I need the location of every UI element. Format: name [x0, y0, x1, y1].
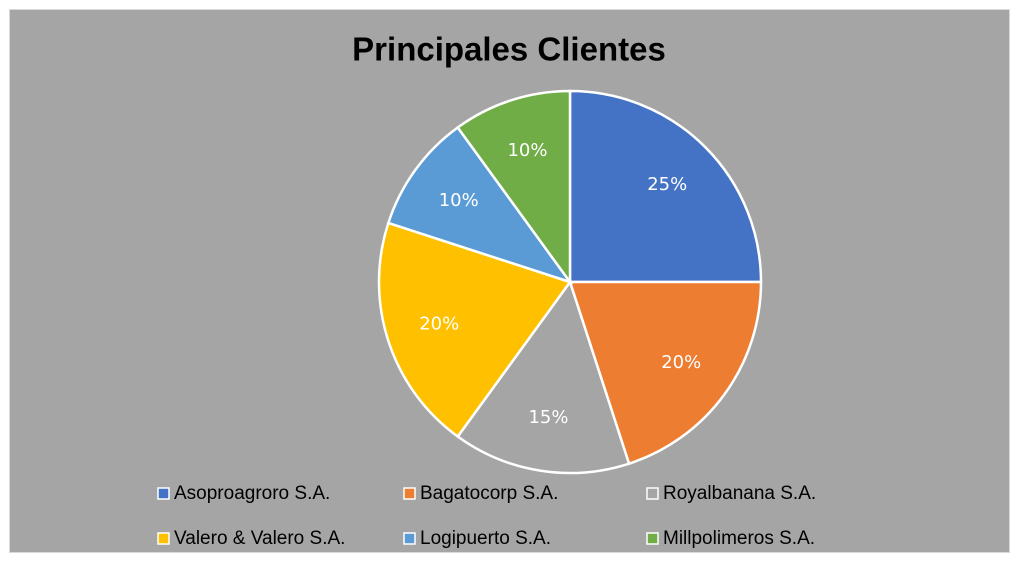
legend-swatch: [646, 487, 659, 500]
chart-title: Principales Clientes: [352, 31, 666, 68]
data-label: 20%: [419, 313, 459, 334]
legend-label: Royalbanana S.A.: [663, 483, 816, 504]
pie-slice: [377, 221, 573, 439]
legend-swatch: [157, 532, 170, 545]
legend-swatch: [157, 487, 170, 500]
legend-swatch: [403, 532, 416, 545]
legend-label: Asoproagroro S.A.: [174, 483, 330, 504]
legend-label: Millpolimeros S.A.: [663, 528, 815, 549]
data-label: 25%: [647, 174, 687, 195]
legend-label: Valero & Valero S.A.: [174, 528, 345, 549]
legend-swatch: [646, 532, 659, 545]
pie-slice: [386, 125, 574, 285]
data-label: 10%: [439, 190, 479, 211]
data-label: 20%: [661, 352, 701, 373]
legend-swatch: [403, 487, 416, 500]
pie-slice: [455, 89, 572, 286]
pie-slice: [568, 280, 763, 466]
data-label: 15%: [528, 407, 568, 428]
pie-slice: [455, 279, 631, 475]
legend-label: Bagatocorp S.A.: [420, 483, 558, 504]
legend-label: Logipuerto S.A.: [420, 528, 551, 549]
pie-slice: [568, 89, 763, 284]
data-label: 10%: [507, 140, 547, 161]
